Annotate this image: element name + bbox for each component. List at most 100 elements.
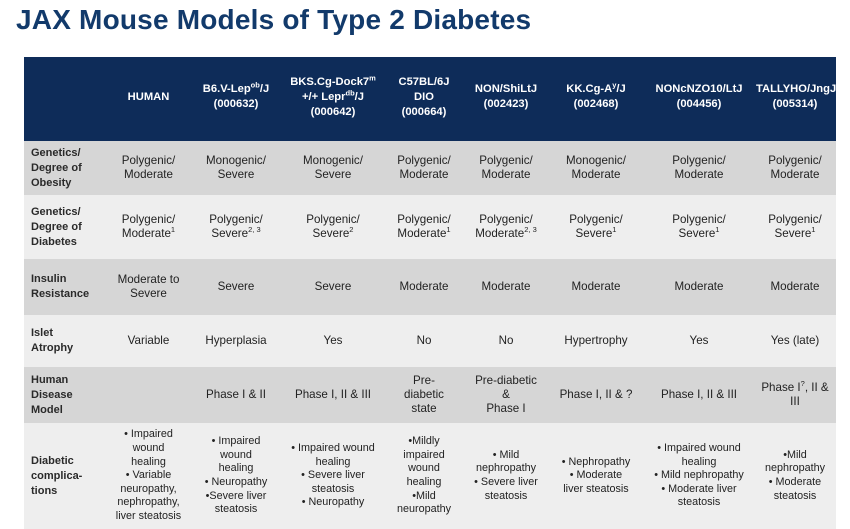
cell-line: Monogenic/ — [566, 154, 626, 167]
cell-line: Yes (late) — [770, 334, 820, 347]
table-cell: Severe — [282, 259, 384, 315]
cell-line: No — [498, 334, 514, 347]
table-cell: Monogenic/Severe — [190, 141, 282, 195]
cell-line: Severe1 — [678, 225, 720, 240]
column-header-line: B6.V-Lepob/J — [202, 80, 270, 95]
cell-text: Monogenic/Moderate — [566, 154, 626, 182]
table-cell: Yes — [644, 315, 754, 367]
table-cell: Phase I, II & III — [644, 367, 754, 423]
table-cell: Yes — [282, 315, 384, 367]
cell-line: Phase I, II & III — [294, 388, 372, 401]
cell-text: Moderate — [675, 280, 724, 294]
table-cell: Phase I, II & III — [282, 367, 384, 423]
column-header-blank — [24, 57, 107, 141]
cell-text: Variable — [128, 334, 170, 348]
row-label-line: Human — [31, 373, 69, 386]
row-label-line: Degree of — [31, 161, 82, 174]
cell-line: Polygenic/ — [479, 154, 533, 167]
bullet-line: •Mild — [783, 448, 807, 461]
bullet-line: wound — [132, 442, 165, 455]
bullet-line: wound — [220, 448, 252, 461]
cell-line: Severe1 — [575, 225, 617, 240]
row-label-line: Genetics/ — [31, 146, 81, 159]
cell-text: Polygenic/Severe2, 3 — [209, 213, 263, 241]
bullet-list: • Impaired wound healing • Neuropathy •Sever… — [205, 435, 268, 517]
table-cell: Polygenic/Moderate1 — [384, 195, 464, 259]
column-header-line: HUMAN — [127, 90, 170, 103]
cell-line: Phase I?, II & III — [761, 379, 829, 408]
table-cell: Polygenic/Moderate2, 3 — [464, 195, 548, 259]
cell-line: Moderate — [124, 168, 173, 181]
cell-line: Polygenic/ — [479, 213, 533, 226]
table-cell: • Impaired wound healing • Neuropathy •Sever… — [190, 423, 282, 529]
table-cell: No — [384, 315, 464, 367]
column-header-line: NONcNZO10/LtJ — [655, 83, 743, 95]
cell-line: Polygenic/ — [397, 154, 451, 167]
table-cell: Hypertrophy — [548, 315, 644, 367]
row-label-line: Diabetic — [31, 454, 74, 467]
cell-text: Moderate — [572, 280, 621, 294]
cell-text: Polygenic/Severe2 — [306, 213, 360, 241]
row-label-line: tions — [31, 484, 58, 497]
cell-line: Moderate — [399, 280, 449, 293]
table-cell: Monogenic/Severe — [282, 141, 384, 195]
bullet-line: steatosis — [677, 496, 721, 509]
table-cell: Variable — [107, 315, 190, 367]
bullet-line: nephropathy — [475, 462, 537, 475]
table-cell: Polygenic/Severe1 — [548, 195, 644, 259]
cell-text: Monogenic/Severe — [206, 154, 266, 182]
cell-line: Severe — [217, 168, 255, 181]
cell-text: Severe — [218, 280, 255, 294]
cell-line: Moderate — [770, 168, 820, 181]
cell-line: diabetic — [404, 388, 444, 401]
table-cell: Moderate — [644, 259, 754, 315]
column-header-line: (000642) — [310, 105, 356, 118]
cell-line: Phase I, II & III — [660, 388, 738, 401]
cell-line: Polygenic/ — [397, 213, 451, 226]
bullet-line: • Severe liver — [301, 469, 365, 482]
table-header-row: HUMAN B6.V-Lepob/J (000632) BKS.Cg-Dock7m +/… — [24, 57, 836, 141]
cell-line: Phase I, II & ? — [559, 388, 633, 401]
bullet-line: healing — [315, 455, 351, 468]
table-cell: Polygenic/Moderate — [754, 141, 836, 195]
cell-text: Pre-diabetic state — [404, 374, 444, 416]
cell-line: Polygenic/ — [569, 213, 623, 226]
table-row: Islet Atrophy Variable Hyperplasia Yes No No Hy… — [24, 315, 836, 367]
table-cell: • Nephropathy • Moderate liver steatosis — [548, 423, 644, 529]
cell-line: Phase I — [486, 402, 526, 415]
cell-text: Hyperplasia — [205, 334, 266, 348]
column-header-line: KK.Cg-Ay/J — [566, 80, 626, 95]
cell-line: Polygenic/ — [209, 213, 263, 226]
cell-text: Polygenic/Moderate — [122, 154, 176, 182]
table-row: Insulin Resistance Moderate to Severe Severe… — [24, 259, 836, 315]
column-header-human: HUMAN — [107, 57, 190, 141]
cell-line: Severe — [130, 287, 167, 300]
bullet-line: • Neuropathy — [301, 496, 365, 509]
bullet-line: •Mild — [412, 489, 436, 502]
cell-line: Moderate — [571, 168, 621, 181]
cell-line: Polygenic/ — [672, 213, 726, 226]
table-cell: Polygenic/Moderate — [464, 141, 548, 195]
cell-line: Moderate — [674, 280, 724, 293]
bullet-line: steatosis — [773, 489, 817, 502]
bullet-line: • Mild nephropathy — [654, 469, 744, 482]
cell-line: Moderate2, 3 — [475, 225, 537, 240]
cell-text: Polygenic/Severe1 — [672, 213, 726, 241]
table-cell: Monogenic/Moderate — [548, 141, 644, 195]
table-cell: Polygenic/Severe2, 3 — [190, 195, 282, 259]
cell-line: Moderate — [770, 280, 820, 293]
cell-text: Polygenic/Moderate — [397, 154, 451, 182]
bullet-line: • Impaired wound — [657, 442, 741, 455]
table-cell: Polygenic/Severe1 — [754, 195, 836, 259]
cell-line: Polygenic/ — [768, 213, 822, 226]
bullet-line: neuropathy, — [120, 482, 177, 495]
cell-line: Yes — [689, 334, 709, 347]
table-cell: Polygenic/Moderate — [107, 141, 190, 195]
table-cell: Moderate — [464, 259, 548, 315]
cell-line: Hyperplasia — [205, 334, 267, 347]
column-header-line: (002468) — [573, 98, 619, 110]
cell-line: Yes — [323, 334, 343, 347]
cell-text: Polygenic/Moderate1 — [397, 213, 451, 241]
cell-line: Moderate — [399, 168, 449, 181]
bullet-line: healing — [406, 476, 442, 488]
